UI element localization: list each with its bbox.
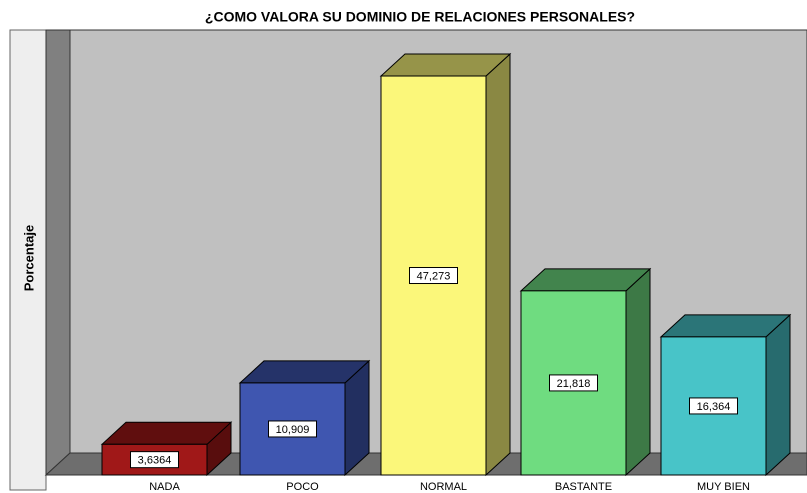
value-label: 47,273 — [417, 270, 451, 282]
bar-top-shade — [381, 54, 510, 77]
value-label-box — [409, 267, 458, 285]
x-tick-label: POCO — [286, 481, 319, 493]
value-label-box — [549, 374, 598, 392]
value-label: 21,818 — [557, 378, 591, 390]
y-axis-label: Porcentaje — [21, 225, 36, 291]
bar-top-shade — [102, 422, 231, 445]
x-tick-label: BASTANTE — [555, 481, 612, 493]
chart-title: ¿COMO VALORA SU DOMINIO DE RELACIONES PE… — [205, 9, 635, 25]
bar-top-shade — [240, 360, 369, 383]
bar-top-shade — [521, 268, 650, 291]
bar-side-shade — [626, 268, 650, 475]
value-label-box — [130, 451, 179, 469]
bar-top-shade — [661, 314, 790, 337]
x-tick-label: NADA — [149, 481, 180, 493]
bar-side-shade — [486, 54, 510, 476]
bar-side-shade — [345, 360, 369, 475]
value-label: 3,6364 — [138, 455, 172, 467]
value-label: 16,364 — [697, 401, 731, 413]
value-label-box — [689, 397, 738, 415]
bar-side-shade — [207, 422, 231, 475]
value-label-box — [268, 420, 317, 438]
axis-panel — [9, 29, 47, 491]
value-label: 10,909 — [276, 424, 310, 436]
x-tick-label: NORMAL — [420, 481, 467, 493]
x-tick-label: MUY BIEN — [697, 481, 750, 493]
bar-side-shade — [766, 314, 790, 475]
left-wall — [45, 29, 71, 477]
